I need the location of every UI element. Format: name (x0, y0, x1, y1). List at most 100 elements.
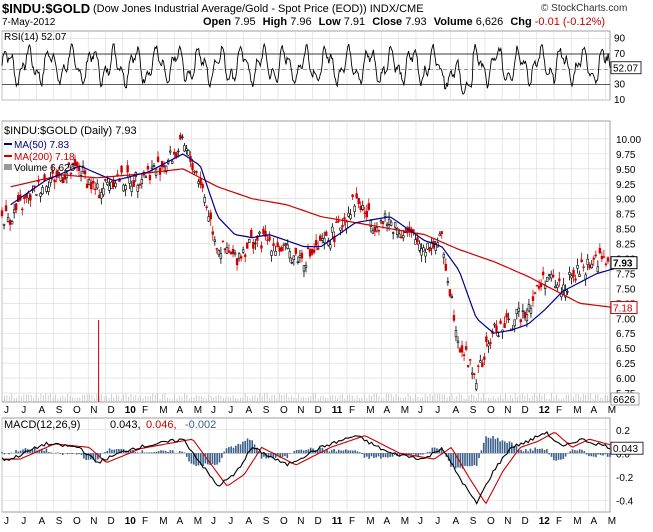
macd-y-tick-label: 0.0 (616, 449, 630, 460)
candle-body (481, 362, 484, 367)
signal-legend-value: 0.046, (146, 419, 177, 431)
quote-stats: Open 7.95 High 7.96 Low 7.91 Close 7.93 … (203, 16, 605, 28)
candle-body (136, 185, 139, 192)
price-y-tick-label: 9.75 (616, 150, 636, 161)
candle-body (570, 275, 573, 279)
candle-body (440, 231, 443, 234)
candle-body (94, 188, 97, 191)
candle-body (63, 175, 67, 180)
candle-body (375, 226, 379, 232)
candle-body (308, 249, 312, 257)
candle-body (83, 170, 87, 175)
ma200-value-tag (610, 301, 638, 315)
candle-body (266, 239, 269, 241)
volume-value: 6,626 (475, 16, 504, 28)
x-tick-label-macd: M (401, 516, 409, 527)
candle-body (377, 229, 381, 232)
candle-body (547, 274, 551, 276)
candle-body (120, 165, 123, 173)
candle-body (254, 242, 257, 245)
x-tick-label-price: F (142, 405, 148, 416)
candle-body (126, 165, 129, 173)
candle-body (391, 232, 395, 234)
x-tick-label-macd: M (159, 516, 167, 527)
candle-body (213, 239, 216, 242)
candle-body (483, 356, 486, 360)
candle-body (558, 278, 561, 282)
candle-body (23, 196, 26, 199)
candle-body (173, 151, 176, 155)
chg-label: Chg (510, 16, 532, 28)
candle-body (519, 319, 523, 323)
x-tick-label-macd: 11 (332, 516, 343, 527)
candle-body (284, 243, 287, 245)
histogram-legend-value: -0.002 (185, 419, 216, 431)
candle-body (402, 235, 405, 239)
candle-body (505, 313, 508, 318)
x-tick-label-macd: M (573, 516, 581, 527)
ma200-line (10, 168, 615, 309)
price-y-tick-label: 6.75 (616, 329, 636, 340)
candle-body (270, 250, 273, 256)
candle-body (191, 163, 194, 171)
candle-body (464, 346, 468, 350)
low-value: 7.91 (343, 16, 366, 28)
ma200-legend-label: MA(200) 7.18 (14, 152, 75, 163)
x-tick-label-macd: A (38, 516, 45, 527)
candle-body (248, 239, 251, 243)
x-tick-label-macd: J (228, 516, 233, 527)
candle-body (365, 210, 368, 218)
candle-body (414, 239, 417, 245)
candle-body (327, 240, 330, 246)
candle-body (466, 365, 470, 367)
candle-body (416, 237, 419, 243)
candle-body (77, 166, 81, 171)
candle-body (211, 231, 214, 235)
chg-value: -0.01 (-0.12%) (534, 16, 606, 28)
branding-text: © StockCharts.com (541, 3, 628, 14)
candle-body (361, 205, 364, 210)
candle-body (75, 161, 79, 167)
x-tick-label-macd: S (56, 516, 63, 527)
candle-body (156, 156, 160, 163)
candle-body (252, 242, 255, 249)
candle-body (10, 221, 14, 225)
candle-body (233, 252, 237, 255)
x-tick-label-price: 11 (332, 405, 343, 416)
candle-body (51, 170, 54, 174)
x-tick-label-price: J (435, 405, 440, 416)
candle-body (164, 165, 168, 172)
x-tick-label-macd: O (487, 516, 495, 527)
candle-body (169, 150, 172, 153)
candle-body (473, 373, 476, 375)
macd-y-tick-label: -0.4 (616, 496, 634, 507)
candle-body (582, 266, 585, 268)
x-tick-label-macd: A (590, 516, 597, 527)
candle-body (67, 162, 71, 166)
candle-body (39, 193, 42, 197)
candle-body (29, 194, 32, 201)
candle-body (215, 248, 219, 250)
candle-body (288, 251, 291, 259)
x-tick-label-price: D (314, 405, 321, 416)
candle-body (590, 263, 593, 269)
candle-body (144, 176, 148, 178)
candle-body (479, 360, 482, 363)
price-y-tick-label: 9.00 (616, 195, 636, 206)
candle-body (61, 177, 65, 183)
volume-label: Volume (433, 16, 473, 28)
x-tick-label-macd: M (194, 516, 202, 527)
candle-body (596, 266, 600, 273)
candle-body (485, 336, 488, 343)
candle-body (418, 243, 421, 251)
candle-body (132, 180, 135, 187)
candle-body (489, 341, 492, 345)
candle-body (349, 214, 352, 219)
rsi-line (1, 42, 611, 95)
volume-value-tag-label: 6626 (613, 395, 636, 406)
candle-body (89, 182, 93, 190)
candle-body (428, 247, 431, 252)
candle-body (130, 185, 133, 192)
x-tick-label-macd: 12 (539, 516, 551, 527)
